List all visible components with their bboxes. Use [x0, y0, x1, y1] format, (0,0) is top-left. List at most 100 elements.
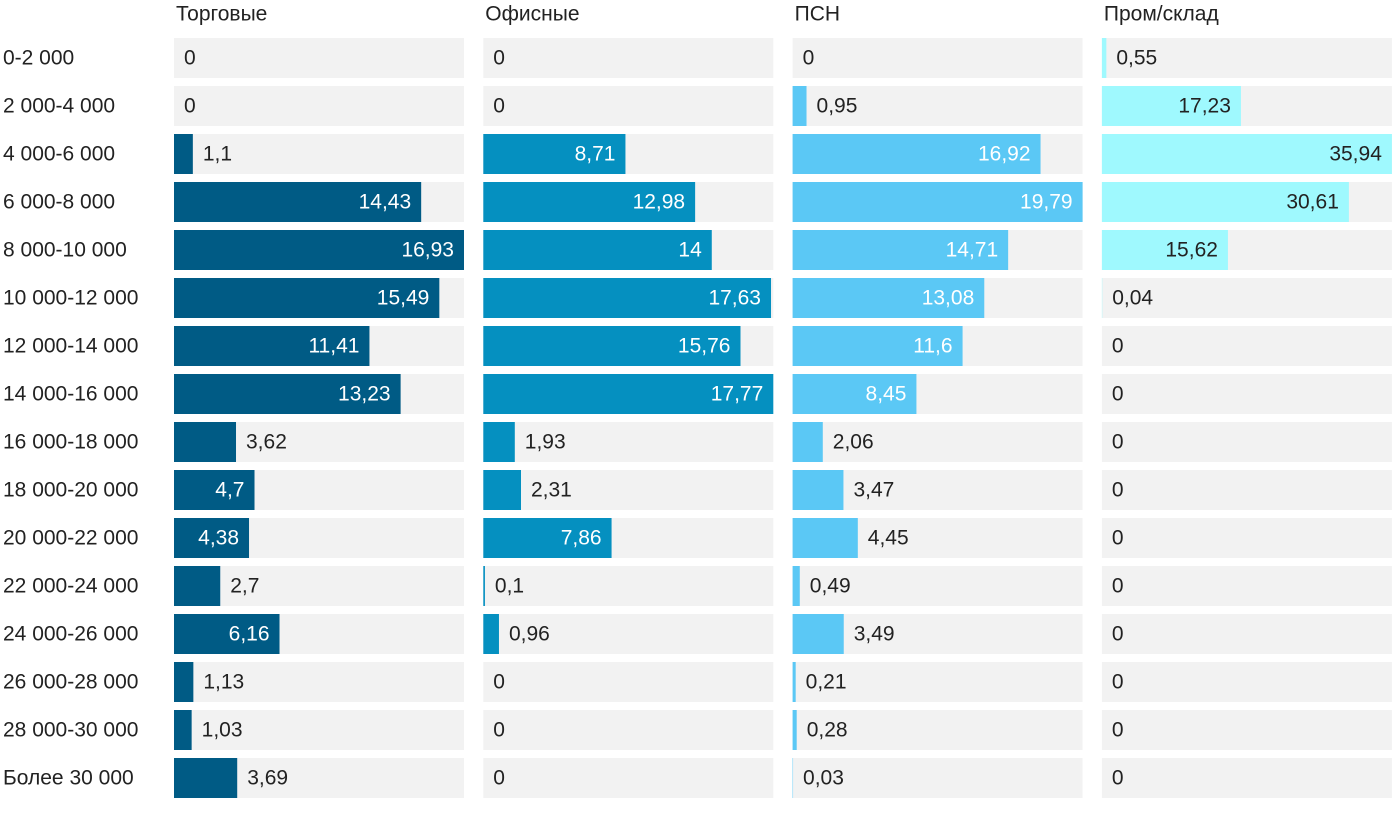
row-background [483, 422, 774, 462]
value-label: 2,7 [230, 575, 259, 598]
category-label: 16 000-18 000 [3, 431, 138, 454]
value-label: 0 [493, 95, 505, 118]
bar [174, 134, 193, 174]
value-label: 3,47 [853, 479, 894, 502]
row-background [1101, 374, 1392, 414]
bar [174, 662, 194, 702]
value-label: 0,96 [509, 623, 550, 646]
value-label: 0 [184, 95, 196, 118]
row-background [483, 470, 774, 510]
value-label: 17,63 [708, 287, 761, 310]
bar [483, 182, 696, 222]
value-label: 12,98 [633, 191, 686, 214]
category-label: 2 000-4 000 [3, 95, 115, 118]
value-label: 14,71 [946, 239, 999, 262]
row-background [483, 662, 774, 702]
bar [792, 230, 1009, 270]
bar [792, 470, 844, 510]
bar [174, 422, 237, 462]
category-label: 18 000-20 000 [3, 479, 138, 502]
value-label: 1,13 [203, 671, 244, 694]
bar [483, 374, 774, 414]
value-label: 0,28 [807, 719, 848, 742]
bar [1101, 86, 1241, 126]
row-background [483, 614, 774, 654]
value-label: 1,03 [202, 719, 243, 742]
bar [792, 182, 1083, 222]
row-background [174, 38, 464, 78]
row-background [483, 566, 774, 606]
value-label: 3,62 [246, 431, 287, 454]
value-label: 0 [493, 719, 505, 742]
value-label: 16,93 [401, 239, 454, 262]
row-background [1101, 38, 1392, 78]
row-background [174, 662, 464, 702]
bar [1101, 230, 1228, 270]
bar [174, 278, 440, 318]
row-background [174, 710, 464, 750]
value-label: 15,49 [377, 287, 430, 310]
row-background [792, 422, 1083, 462]
bar [174, 710, 192, 750]
value-label: 6,16 [229, 623, 270, 646]
bar [174, 758, 238, 798]
row-background [1101, 278, 1392, 318]
bar [483, 326, 741, 366]
row-background [792, 662, 1083, 702]
bar [174, 374, 401, 414]
category-label: 26 000-28 000 [3, 671, 138, 694]
row-background [1101, 470, 1392, 510]
row-background [792, 566, 1083, 606]
value-label: 0 [1112, 623, 1124, 646]
bar [792, 662, 796, 702]
value-label: 0 [1112, 671, 1124, 694]
panel-title: Офисные [485, 3, 579, 26]
row-background [792, 710, 1083, 750]
value-label: 0,21 [806, 671, 847, 694]
bar [483, 566, 485, 606]
value-label: 14,43 [359, 191, 412, 214]
value-label: 11,41 [308, 335, 359, 358]
value-label: 13,08 [922, 287, 975, 310]
category-label: 10 000-12 000 [3, 287, 138, 310]
value-label: 4,38 [198, 527, 239, 550]
bar [792, 374, 917, 414]
row-background [792, 758, 1083, 798]
category-label: 4 000-6 000 [3, 143, 115, 166]
row-background [174, 566, 464, 606]
category-label: 28 000-30 000 [3, 719, 138, 742]
bar [1101, 134, 1392, 174]
category-label: 8 000-10 000 [3, 239, 127, 262]
value-label: 35,94 [1329, 143, 1382, 166]
bar [483, 614, 499, 654]
value-label: 13,23 [338, 383, 391, 406]
value-label: 19,79 [1020, 191, 1073, 214]
row-background [483, 38, 774, 78]
value-label: 3,49 [854, 623, 895, 646]
bar [792, 422, 823, 462]
bar [174, 326, 370, 366]
row-background [483, 758, 774, 798]
bar [174, 614, 280, 654]
panel-title: ПСН [795, 3, 840, 26]
value-label: 16,92 [978, 143, 1031, 166]
row-background [1101, 422, 1392, 462]
value-label: 3,69 [247, 767, 288, 790]
panel-title: Торговые [176, 3, 267, 26]
bar [792, 278, 985, 318]
bar [174, 470, 255, 510]
value-label: 8,45 [866, 383, 907, 406]
value-label: 17,23 [1178, 95, 1231, 118]
value-label: 0 [1112, 479, 1124, 502]
value-label: 0 [493, 671, 505, 694]
bar [483, 134, 626, 174]
value-label: 15,62 [1165, 239, 1218, 262]
value-label: 0 [184, 47, 196, 70]
bar [174, 566, 221, 606]
category-label: 22 000-24 000 [3, 575, 138, 598]
value-label: 0,1 [495, 575, 524, 598]
row-background [483, 710, 774, 750]
bar [792, 518, 858, 558]
value-label: 0,49 [810, 575, 851, 598]
category-label: Более 30 000 [3, 767, 134, 790]
